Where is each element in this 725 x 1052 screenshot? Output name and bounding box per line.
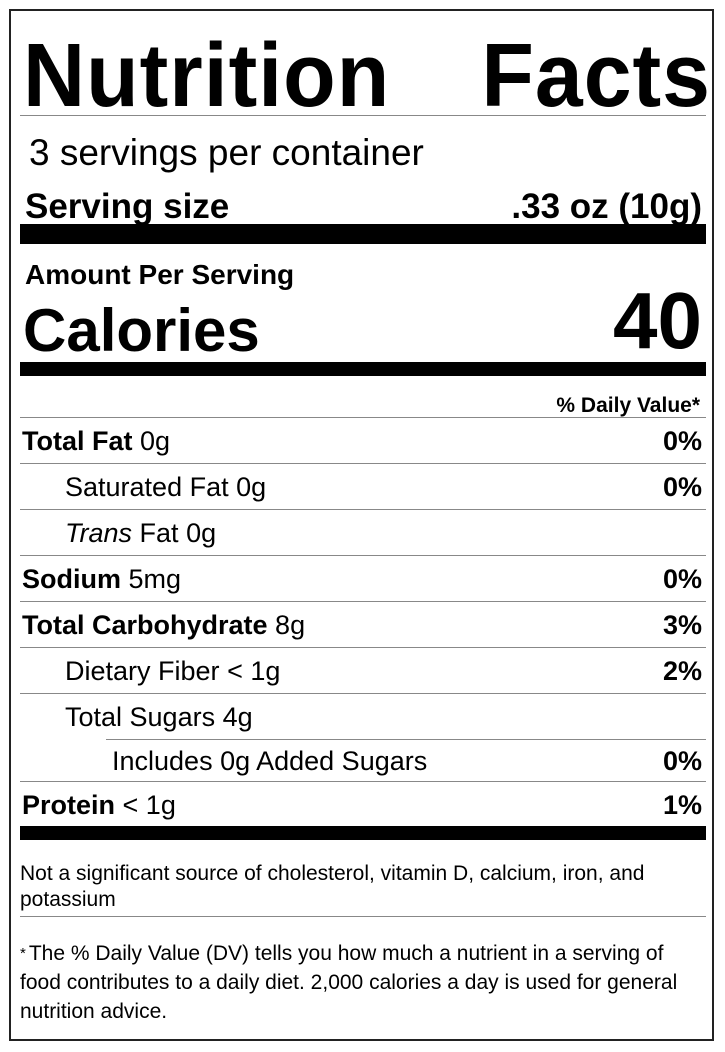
nutrition-facts-label: Nutrition Facts 3 servings per container… — [9, 9, 714, 1041]
nutrient-daily-value: 3% — [662, 610, 702, 640]
nutrient-label: Total Sugars — [65, 702, 216, 732]
label-title: Nutrition Facts — [23, 25, 711, 126]
nutrient-name: Protein < 1g — [22, 782, 176, 828]
serving-size-label: Serving size — [25, 187, 230, 226]
calories-label: Calories — [23, 297, 260, 364]
nutrient-amount: 0g — [236, 472, 267, 502]
nutrient-daily-value: 0% — [662, 472, 702, 502]
nutrient-label: Saturated Fat — [65, 472, 229, 502]
thick-divider — [20, 224, 706, 244]
divider — [20, 417, 706, 418]
nutrient-row: Includes 0g Added Sugars 0% — [20, 740, 706, 782]
nutrient-row: Saturated Fat 0g 0% — [20, 464, 706, 510]
footnote-text: The % Daily Value (DV) tells you how muc… — [20, 942, 678, 1023]
nutrient-name: Total Sugars 4g — [65, 694, 253, 740]
nutrient-label: Total Fat — [22, 426, 133, 456]
nutrient-label: Dietary Fiber — [65, 656, 220, 686]
nutrient-label-italic: Trans — [65, 518, 133, 548]
footnote-asterisk: * — [20, 945, 26, 962]
row-divider — [106, 739, 706, 740]
row-divider — [20, 555, 706, 556]
nutrient-name: Total Carbohydrate 8g — [22, 602, 305, 648]
servings-per-container: 3 servings per container — [29, 132, 424, 173]
nutrient-label: Includes 0g Added Sugars — [112, 746, 428, 776]
nutrient-row: Total Fat 0g 0% — [20, 418, 706, 464]
nutrient-daily-value: 0% — [662, 746, 702, 776]
row-divider — [20, 601, 706, 602]
nutrient-daily-value: 2% — [662, 656, 702, 686]
row-divider — [20, 647, 706, 648]
serving-size-value: .33 oz (10g) — [511, 187, 702, 226]
nutrient-name: Sodium 5mg — [22, 556, 181, 602]
thick-divider — [20, 826, 706, 840]
nutrient-amount: 5mg — [128, 564, 182, 594]
nutrient-row: Protein < 1g 1% — [20, 782, 706, 828]
calories-value: 40 — [613, 276, 702, 365]
daily-value-header: % Daily Value* — [556, 394, 700, 417]
nutrient-amount: < 1g — [122, 790, 176, 820]
nutrient-daily-value: 0% — [662, 426, 702, 456]
divider — [20, 916, 706, 917]
nutrient-amount: 0g — [186, 518, 217, 548]
row-divider — [20, 781, 706, 782]
row-divider — [20, 693, 706, 694]
nutrient-row: Trans Fat 0g — [20, 510, 706, 556]
nutrient-amount: 4g — [222, 702, 253, 732]
title-word-nutrition: Nutrition — [23, 25, 391, 126]
nutrient-name: Total Fat 0g — [22, 418, 170, 464]
nutrient-label: Fat — [139, 518, 179, 548]
nutrient-amount: 0g — [140, 426, 171, 456]
daily-value-footnote: * The % Daily Value (DV) tells you how mu… — [20, 939, 700, 1026]
nutrient-amount: 8g — [275, 610, 306, 640]
nutrient-daily-value: 0% — [662, 564, 702, 594]
nutrient-row: Total Sugars 4g — [20, 694, 706, 740]
nutrient-amount: < 1g — [227, 656, 281, 686]
nutrient-label: Sodium — [22, 564, 121, 594]
title-word-facts: Facts — [481, 25, 711, 126]
nutrient-daily-value: 1% — [662, 790, 702, 820]
nutrient-name: Includes 0g Added Sugars — [112, 740, 427, 782]
amount-per-serving: Amount Per Serving — [25, 259, 295, 290]
not-significant-note: Not a significant source of cholesterol,… — [20, 862, 645, 911]
nutrient-name: Saturated Fat 0g — [65, 464, 266, 510]
divider — [20, 115, 706, 116]
row-divider — [20, 509, 706, 510]
nutrient-row: Sodium 5mg 0% — [20, 556, 706, 602]
nutrient-name: Trans Fat 0g — [65, 510, 216, 556]
row-divider — [20, 463, 706, 464]
nutrient-row: Dietary Fiber < 1g 2% — [20, 648, 706, 694]
nutrient-row: Total Carbohydrate 8g 3% — [20, 602, 706, 648]
thick-divider — [20, 362, 706, 376]
nutrient-label: Protein — [22, 790, 116, 820]
nutrient-label: Total Carbohydrate — [22, 610, 268, 640]
nutrient-name: Dietary Fiber < 1g — [65, 648, 280, 694]
